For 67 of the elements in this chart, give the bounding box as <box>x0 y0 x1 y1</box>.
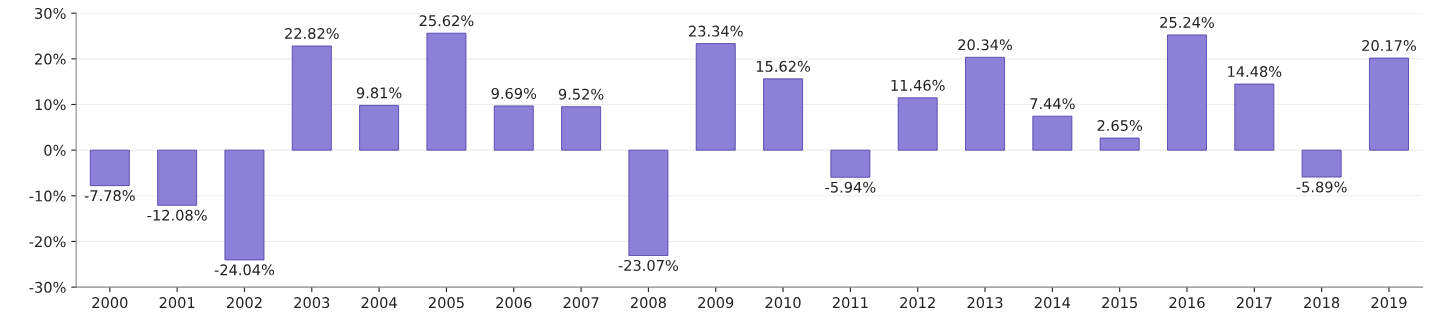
data-label: 20.17% <box>1362 40 1416 52</box>
bar <box>897 97 938 151</box>
bar <box>426 32 467 151</box>
data-label: -23.07% <box>618 259 679 271</box>
bar <box>1234 83 1275 151</box>
y-tick-label: -10% <box>29 190 66 202</box>
x-tick-label: 2007 <box>563 297 599 309</box>
bar <box>695 43 736 151</box>
bar <box>965 56 1005 151</box>
y-tick-label: -30% <box>29 281 66 293</box>
bar <box>291 45 332 151</box>
data-label: 9.52% <box>558 88 604 100</box>
bar <box>1099 137 1140 151</box>
data-label: -24.04% <box>214 264 275 276</box>
data-label: 15.62% <box>756 60 811 72</box>
x-tick-label: 2006 <box>496 297 532 309</box>
bar <box>1032 115 1073 151</box>
bar <box>561 106 602 151</box>
y-tick-label: 10% <box>35 99 66 111</box>
data-label: -5.89% <box>1296 181 1347 193</box>
x-tick-label: 2015 <box>1102 297 1137 309</box>
data-label: -12.08% <box>147 209 207 221</box>
x-tick-label: 2010 <box>765 297 801 309</box>
bar <box>830 149 871 178</box>
data-label: 23.34% <box>689 25 743 37</box>
data-label: 9.81% <box>356 87 402 99</box>
x-tick-label: 2001 <box>159 297 195 309</box>
bar <box>493 105 534 151</box>
bar <box>1301 149 1342 178</box>
x-tick-label: 2000 <box>92 297 128 309</box>
bar <box>89 149 130 187</box>
data-label: 11.46% <box>891 79 945 91</box>
x-tick-label: 2009 <box>698 297 734 309</box>
data-label: 9.69% <box>491 87 537 99</box>
data-label: 22.82% <box>285 27 339 39</box>
y-tick-label: 0% <box>44 144 66 156</box>
x-tick-label: 2019 <box>1371 297 1407 309</box>
x-tick-label: 2003 <box>294 297 330 309</box>
bar <box>157 149 198 206</box>
bar <box>224 149 265 261</box>
x-tick-label: 2002 <box>226 297 262 309</box>
data-label: 20.34% <box>958 39 1013 51</box>
bar <box>763 78 803 151</box>
y-tick-label: -20% <box>29 236 66 248</box>
y-tick-label: 30% <box>35 7 66 19</box>
x-tick-label: 2013 <box>967 297 1003 309</box>
y-tick-label: 20% <box>35 53 66 65</box>
data-label: 25.62% <box>419 15 474 27</box>
x-tick-label: 2011 <box>832 297 868 309</box>
x-tick-label: 2017 <box>1236 297 1272 309</box>
x-tick-label: 2004 <box>361 297 397 309</box>
data-label: -7.78% <box>84 190 135 202</box>
data-label: 7.44% <box>1030 98 1075 110</box>
x-tick-label: 2012 <box>900 297 935 309</box>
x-tick-label: 2008 <box>630 297 666 309</box>
data-label: 2.65% <box>1097 120 1143 132</box>
data-label: 14.48% <box>1228 66 1282 78</box>
bar <box>1167 34 1207 151</box>
x-tick-label: 2016 <box>1169 297 1205 309</box>
x-tick-label: 2018 <box>1304 297 1340 309</box>
data-label: 25.24% <box>1160 16 1214 28</box>
bar <box>359 104 400 151</box>
x-tick-label: 2014 <box>1034 297 1071 309</box>
bar <box>1369 57 1409 151</box>
data-label: -5.94% <box>825 181 876 193</box>
bar <box>628 149 669 256</box>
x-tick-label: 2005 <box>428 297 464 309</box>
